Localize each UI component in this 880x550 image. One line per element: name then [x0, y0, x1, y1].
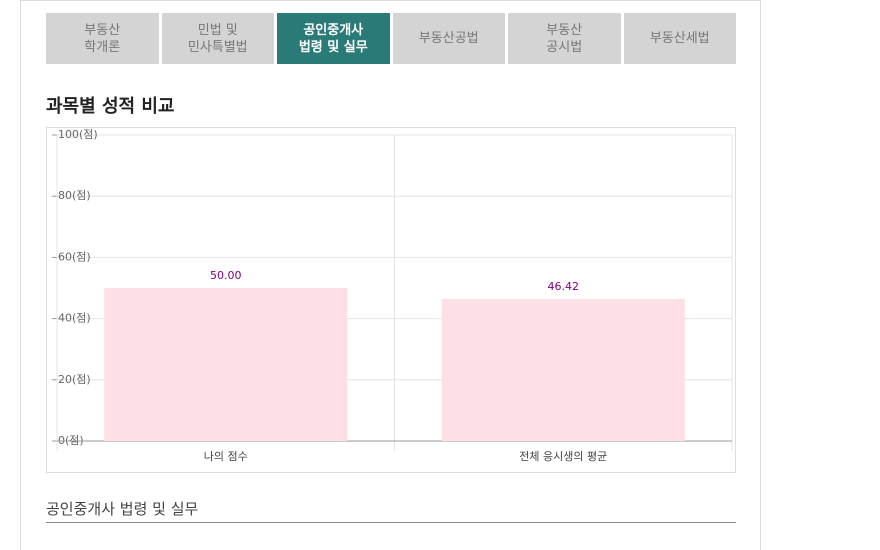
tab-label[interactable]: 학개론 [84, 39, 121, 55]
tab-label[interactable]: 부동산공법 [418, 31, 479, 46]
tab-label[interactable]: 공시법 [546, 39, 583, 55]
y-tick-label: 100(점) [58, 128, 98, 141]
subject-tabs: 부동산 학개론 민법 및 민사특별법 공인중개사 법령 및 실무 부동산공법 부동산 공시법 부동… [46, 13, 736, 64]
value-label: 46.42 [548, 280, 580, 293]
tab-label[interactable]: 민법 및 [197, 22, 238, 38]
bar [104, 288, 348, 441]
section-title: 과목별 성적 비교 [46, 96, 175, 117]
y-tick-label: 40(점) [58, 312, 91, 325]
tab[interactable]: 공인중개사 법령 및 실무 [277, 13, 390, 64]
tab-label[interactable]: 공인중개사 [303, 22, 364, 38]
tab[interactable]: 부동산 학개론 [46, 13, 159, 64]
x-tick-label: 나의 점수 [204, 450, 248, 463]
chart: 0(점)20(점)40(점)60(점)80(점)100(점)나의 점수50.00… [46, 127, 736, 473]
value-label: 50.00 [210, 269, 242, 282]
y-tick-label: 20(점) [58, 373, 91, 386]
content-frame [20, 0, 761, 550]
y-tick-label: 60(점) [58, 250, 91, 263]
y-tick-label: 80(점) [58, 189, 91, 202]
tab-label[interactable]: 법령 및 실무 [298, 39, 368, 55]
tab[interactable]: 부동산 공시법 [508, 13, 621, 64]
tab-label[interactable]: 부동산 [84, 22, 121, 38]
tab[interactable]: 민법 및 민사특별법 [161, 13, 274, 64]
x-tick-label: 전체 응시생의 평균 [519, 450, 607, 463]
tab-label[interactable]: 민사특별법 [187, 39, 248, 55]
tab-label[interactable]: 부동산 [546, 22, 583, 38]
tab[interactable]: 부동산세법 [623, 13, 736, 64]
subject-heading: 공인중개사 법령 및 실무 [46, 498, 736, 523]
tab[interactable]: 부동산공법 [392, 13, 505, 64]
tab-label[interactable]: 부동산세법 [649, 31, 710, 46]
bar [441, 298, 685, 441]
